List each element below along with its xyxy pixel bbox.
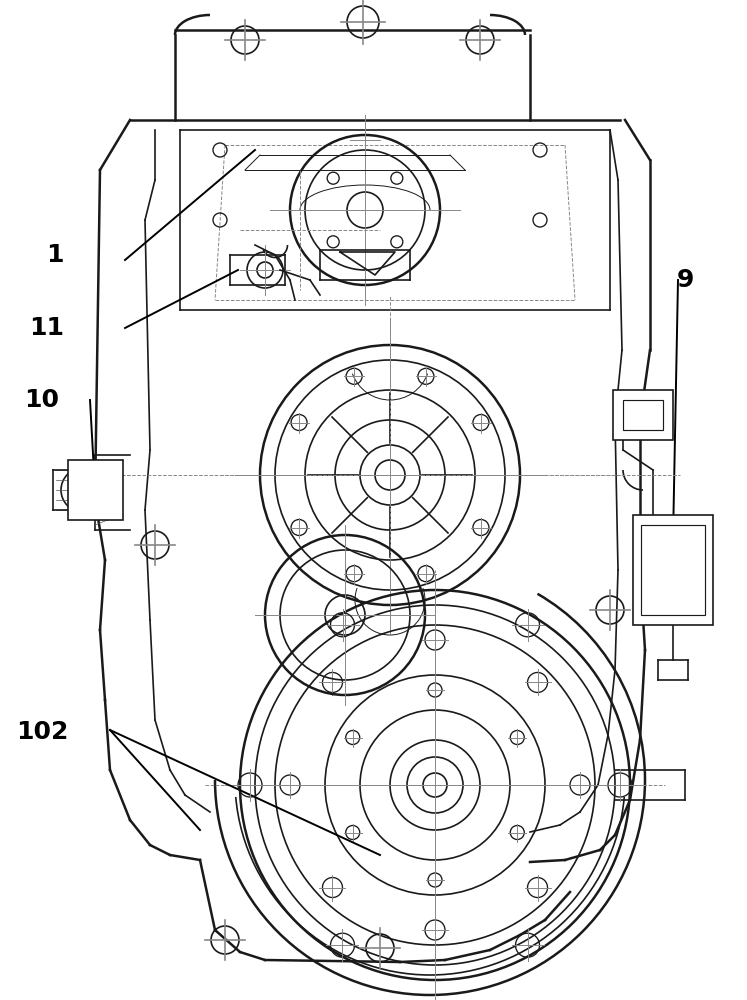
Text: 1: 1 [46,243,63,267]
Bar [613,390,673,440]
Bar [641,525,705,615]
Text: 102: 102 [16,720,68,744]
Text: 10: 10 [25,388,60,412]
Bar [633,515,713,625]
Bar [623,400,663,430]
Text: 9: 9 [676,268,694,292]
Text: 11: 11 [29,316,64,340]
Bar [68,460,123,520]
